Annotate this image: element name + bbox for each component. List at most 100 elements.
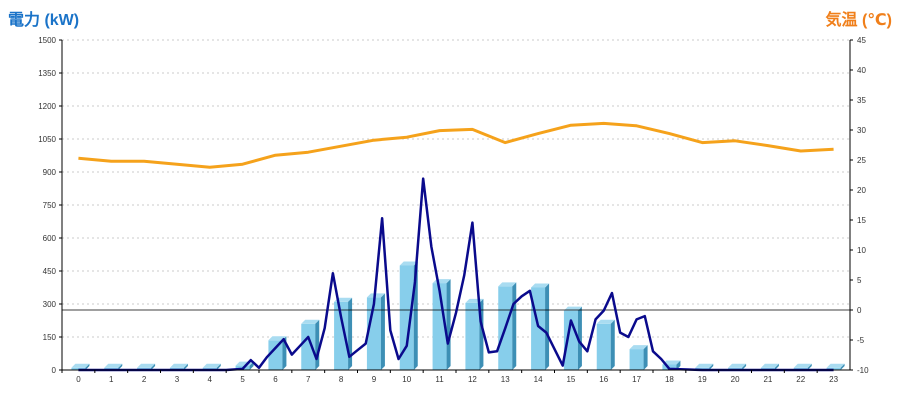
bar-top bbox=[596, 319, 615, 324]
bar-side bbox=[348, 297, 353, 370]
left-tick-label: 1200 bbox=[38, 102, 56, 111]
x-tick-label: 0 bbox=[76, 375, 81, 384]
bar-side bbox=[840, 363, 845, 370]
right-tick-label: 45 bbox=[857, 36, 866, 45]
left-tick-label: 300 bbox=[43, 300, 57, 309]
bar-side bbox=[742, 363, 747, 370]
x-tick-label: 3 bbox=[175, 375, 180, 384]
bar-top bbox=[728, 363, 747, 368]
bar-top bbox=[498, 282, 517, 287]
power-line bbox=[78, 177, 834, 372]
left-tick-label: 750 bbox=[43, 201, 57, 210]
bar-top bbox=[202, 363, 221, 368]
bar bbox=[268, 340, 283, 370]
x-tick-label: 14 bbox=[534, 375, 543, 384]
bar-side bbox=[643, 345, 648, 370]
bar bbox=[465, 302, 480, 370]
bar bbox=[629, 349, 644, 370]
x-tick-label: 8 bbox=[339, 375, 344, 384]
bar-side bbox=[216, 363, 221, 370]
bar bbox=[563, 310, 578, 370]
bar-top bbox=[826, 363, 845, 368]
bar-side bbox=[807, 363, 812, 370]
x-tick-label: 2 bbox=[142, 375, 147, 384]
bar-top bbox=[629, 345, 648, 350]
right-tick-label: 0 bbox=[857, 306, 862, 315]
bar-side bbox=[380, 293, 385, 370]
bar-top bbox=[531, 283, 550, 288]
x-tick-label: 22 bbox=[796, 375, 805, 384]
x-tick-label: 4 bbox=[208, 375, 213, 384]
bar-top bbox=[793, 363, 812, 368]
left-tick-label: 1050 bbox=[38, 135, 56, 144]
bar-side bbox=[249, 361, 254, 370]
x-tick-label: 19 bbox=[698, 375, 707, 384]
bar-top bbox=[169, 363, 188, 368]
bar-side bbox=[774, 363, 779, 370]
bar-side bbox=[610, 319, 615, 370]
left-tick-label: 600 bbox=[43, 234, 57, 243]
right-tick-label: 10 bbox=[857, 246, 866, 255]
grid-layer bbox=[62, 39, 850, 338]
x-tick-label: 15 bbox=[566, 375, 575, 384]
x-tick-label: 12 bbox=[468, 375, 477, 384]
left-tick-label: 150 bbox=[43, 333, 57, 342]
right-tick-label: 40 bbox=[857, 66, 866, 75]
bar-side bbox=[577, 306, 582, 370]
line-layer bbox=[78, 121, 834, 372]
right-tick-label: 35 bbox=[857, 96, 866, 105]
bar-top bbox=[662, 360, 681, 365]
right-tick-label: -5 bbox=[857, 336, 865, 345]
x-tick-label: 9 bbox=[372, 375, 377, 384]
x-tick-label: 18 bbox=[665, 375, 674, 384]
bar bbox=[432, 283, 447, 370]
x-tick-label: 1 bbox=[109, 375, 114, 384]
bar-side bbox=[545, 283, 550, 370]
bar-side bbox=[85, 363, 90, 370]
bar-side bbox=[315, 319, 320, 370]
x-tick-label: 17 bbox=[632, 375, 641, 384]
bar bbox=[334, 301, 349, 370]
bar-side bbox=[709, 363, 714, 370]
x-tick-label: 10 bbox=[402, 375, 411, 384]
right-tick-label: 5 bbox=[857, 276, 862, 285]
bar-side bbox=[676, 360, 681, 370]
bar-side bbox=[118, 363, 123, 370]
left-tick-label: 1350 bbox=[38, 69, 56, 78]
bar-layer bbox=[71, 261, 845, 370]
bar bbox=[301, 323, 316, 370]
x-tick-label: 20 bbox=[731, 375, 740, 384]
x-tick-label: 23 bbox=[829, 375, 838, 384]
bar-top bbox=[71, 363, 90, 368]
temperature-line bbox=[78, 121, 834, 169]
left-tick-label: 0 bbox=[52, 366, 57, 375]
bar-top bbox=[760, 363, 779, 368]
left-tick-label: 900 bbox=[43, 168, 57, 177]
bar bbox=[596, 323, 611, 370]
bar-side bbox=[446, 279, 451, 370]
left-tick-label: 450 bbox=[43, 267, 57, 276]
axis-layer: 01503004506007509001050120013501500-10-5… bbox=[38, 36, 869, 384]
bar-top bbox=[301, 319, 320, 324]
left-tick-label: 1500 bbox=[38, 36, 56, 45]
x-tick-label: 5 bbox=[240, 375, 245, 384]
right-tick-label: -10 bbox=[857, 366, 869, 375]
right-tick-label: 30 bbox=[857, 126, 866, 135]
x-tick-label: 6 bbox=[273, 375, 278, 384]
bar-top bbox=[104, 363, 123, 368]
right-tick-label: 25 bbox=[857, 156, 866, 165]
x-tick-label: 11 bbox=[435, 375, 444, 384]
bar-top bbox=[695, 363, 714, 368]
bar-top bbox=[137, 363, 156, 368]
right-tick-label: 15 bbox=[857, 216, 866, 225]
bar-side bbox=[183, 363, 188, 370]
bar-side bbox=[512, 282, 517, 370]
x-tick-label: 13 bbox=[501, 375, 510, 384]
bar bbox=[399, 265, 414, 370]
left-axis-title: 電力 (kW) bbox=[8, 12, 80, 29]
bar-side bbox=[151, 363, 156, 370]
right-tick-label: 20 bbox=[857, 186, 866, 195]
bar-top bbox=[399, 261, 418, 266]
x-tick-label: 7 bbox=[306, 375, 311, 384]
